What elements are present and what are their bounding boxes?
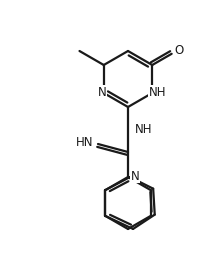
Text: N: N: [131, 170, 139, 182]
Text: O: O: [174, 44, 183, 57]
Text: HN: HN: [76, 136, 94, 149]
Text: N: N: [97, 85, 106, 98]
Text: NH: NH: [148, 85, 166, 98]
Text: NH: NH: [135, 123, 153, 136]
